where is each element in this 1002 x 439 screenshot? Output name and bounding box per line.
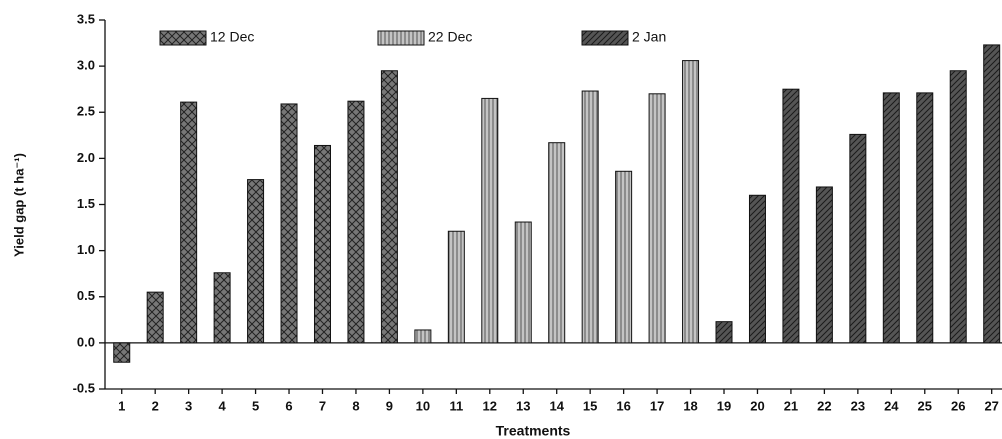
legend-swatch <box>581 30 629 46</box>
y-tick-label: 1.5 <box>77 196 95 211</box>
legend-label: 12 Dec <box>210 29 254 45</box>
x-tick-label: 9 <box>386 398 393 413</box>
bar <box>180 101 198 344</box>
legend-label: 2 Jan <box>632 29 666 45</box>
y-tick-label: 3.0 <box>77 58 95 73</box>
x-tick-label: 13 <box>516 398 530 413</box>
x-tick-label: 20 <box>750 398 764 413</box>
y-tick-label: 2.5 <box>77 104 95 119</box>
bar <box>615 170 633 344</box>
bar <box>682 60 700 344</box>
bar <box>247 179 265 344</box>
x-tick-label: 6 <box>285 398 292 413</box>
x-tick-label: 8 <box>352 398 359 413</box>
bar <box>146 291 164 344</box>
bar <box>447 230 465 344</box>
bar <box>882 92 900 344</box>
bar <box>648 93 666 344</box>
x-tick-label: 23 <box>851 398 865 413</box>
y-tick-label: 0.0 <box>77 334 95 349</box>
bar <box>313 144 331 344</box>
bar <box>414 329 432 344</box>
bar <box>481 97 499 344</box>
bar <box>280 103 298 344</box>
x-tick-label: 26 <box>951 398 965 413</box>
bar <box>213 272 231 344</box>
x-tick-label: 19 <box>717 398 731 413</box>
x-tick-label: 24 <box>884 398 899 413</box>
x-tick-label: 27 <box>984 398 998 413</box>
bar <box>748 194 766 344</box>
x-tick-label: 14 <box>549 398 564 413</box>
bar <box>581 90 599 344</box>
y-tick-label: 3.5 <box>77 11 95 26</box>
bar <box>347 100 365 344</box>
bar <box>849 133 867 344</box>
bar <box>514 221 532 344</box>
bar <box>949 70 967 344</box>
x-tick-label: 16 <box>616 398 630 413</box>
x-tick-label: 5 <box>252 398 259 413</box>
x-tick-label: 18 <box>683 398 697 413</box>
x-tick-label: 2 <box>152 398 159 413</box>
bar <box>380 70 398 344</box>
legend-label: 22 Dec <box>428 29 472 45</box>
x-tick-label: 21 <box>784 398 798 413</box>
y-axis-label: Yield gap (t ha⁻¹) <box>11 153 26 257</box>
bar <box>715 321 733 344</box>
bar <box>548 142 566 344</box>
x-axis-label: Treatments <box>496 423 571 439</box>
bar <box>916 92 934 344</box>
x-tick-label: 4 <box>218 398 226 413</box>
y-tick-label: 0.5 <box>77 288 95 303</box>
x-tick-label: 12 <box>483 398 497 413</box>
x-tick-label: 15 <box>583 398 597 413</box>
bar <box>782 88 800 344</box>
y-tick-label: 1.0 <box>77 242 95 257</box>
x-tick-label: 1 <box>118 398 125 413</box>
bar <box>983 44 1001 344</box>
bar <box>113 342 131 363</box>
legend-swatch <box>159 30 207 46</box>
x-tick-label: 22 <box>817 398 831 413</box>
x-tick-label: 11 <box>449 398 463 413</box>
y-tick-label: -0.5 <box>73 380 95 395</box>
bar <box>815 186 833 344</box>
x-tick-label: 17 <box>650 398 664 413</box>
x-tick-label: 7 <box>319 398 326 413</box>
x-tick-label: 25 <box>918 398 932 413</box>
legend-swatch <box>377 30 425 46</box>
x-tick-label: 10 <box>416 398 430 413</box>
y-tick-label: 2.0 <box>77 150 95 165</box>
x-tick-label: 3 <box>185 398 192 413</box>
